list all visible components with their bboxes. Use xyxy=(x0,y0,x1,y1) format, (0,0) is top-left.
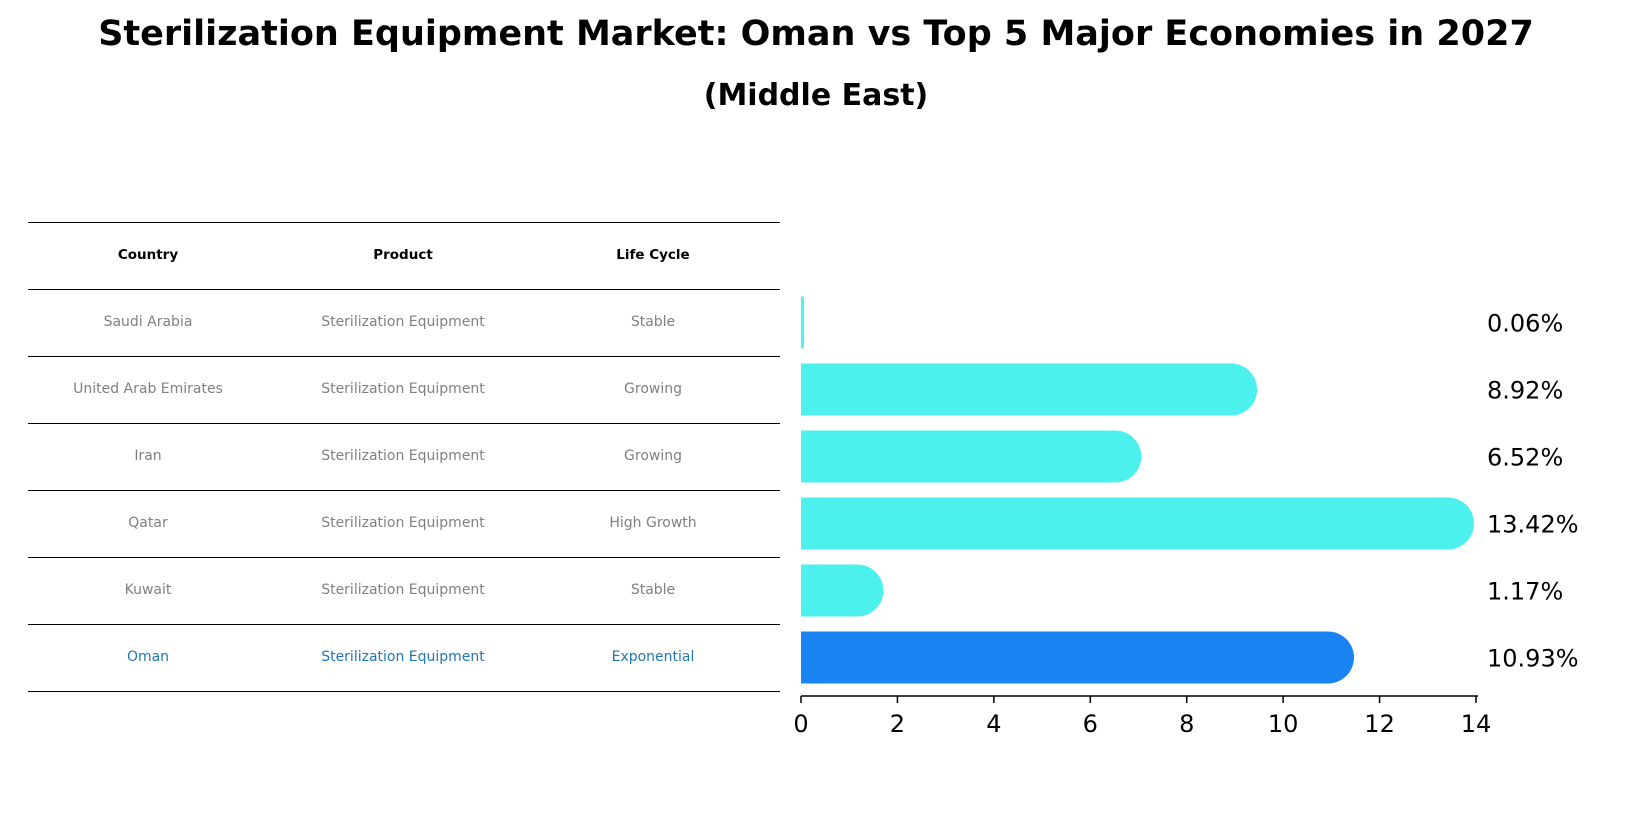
row-life-cycle-highlight: Exponential xyxy=(611,649,695,665)
row-country: Qatar xyxy=(128,515,168,531)
row-life-cycle: High Growth xyxy=(609,515,697,531)
table-rule xyxy=(28,356,780,357)
row-country-highlight: Oman xyxy=(126,649,170,665)
value-labels-group: 0.06% 8.92% 6.52% 13.42% 1.17% 10.93% xyxy=(1487,310,1579,673)
row-product: Sterilization Equipment xyxy=(321,314,485,330)
x-tick-label: 0 xyxy=(793,710,808,738)
row-product-highlight: Sterilization Equipment xyxy=(321,649,485,665)
bar-oman xyxy=(801,631,1354,684)
table-rule xyxy=(28,557,780,558)
value-label: 1.17% xyxy=(1487,578,1563,606)
row-life-cycle: Growing xyxy=(624,381,682,397)
x-axis: 0 2 4 6 8 10 12 14 xyxy=(793,695,1492,738)
row-country: United Arab Emirates xyxy=(73,381,223,397)
table-rule xyxy=(28,423,780,424)
value-label: 0.06% xyxy=(1487,310,1563,338)
header-country: Country xyxy=(117,247,179,263)
header-life-cycle: Life Cycle xyxy=(616,247,690,263)
row-life-cycle: Stable xyxy=(630,582,676,598)
row-country: Kuwait xyxy=(124,582,172,598)
x-tick-label: 2 xyxy=(890,710,905,738)
chart-subtitle: (Middle East) xyxy=(703,78,929,113)
value-label: 8.92% xyxy=(1487,377,1563,405)
table-rule xyxy=(28,691,780,692)
row-life-cycle: Growing xyxy=(624,448,682,464)
bars-group xyxy=(801,296,1475,684)
x-tick-label: 6 xyxy=(1083,710,1098,738)
x-tick-label: 12 xyxy=(1364,710,1395,738)
value-label: 10.93% xyxy=(1487,645,1579,673)
table-rule xyxy=(28,222,780,223)
chart-title: Sterilization Equipment Market: Oman vs … xyxy=(98,14,1534,54)
table-rule xyxy=(28,624,780,625)
row-product: Sterilization Equipment xyxy=(321,515,485,531)
x-tick-label: 4 xyxy=(986,710,1001,738)
bar-saudi-arabia xyxy=(801,296,804,349)
value-label: 6.52% xyxy=(1487,444,1563,472)
header-product: Product xyxy=(373,247,433,263)
bar-qatar xyxy=(801,497,1475,550)
bar-united-arab-emirates xyxy=(801,363,1258,416)
row-country: Saudi Arabia xyxy=(103,314,193,330)
table-rule xyxy=(28,289,780,290)
row-product: Sterilization Equipment xyxy=(321,582,485,598)
bar-kuwait xyxy=(801,564,884,617)
x-tick-label: 10 xyxy=(1268,710,1299,738)
row-country: Iran xyxy=(134,448,162,464)
row-life-cycle: Stable xyxy=(630,314,676,330)
row-product: Sterilization Equipment xyxy=(321,448,485,464)
bar-iran xyxy=(801,430,1142,483)
value-label: 13.42% xyxy=(1487,511,1579,539)
table-rule xyxy=(28,490,780,491)
x-tick-label: 8 xyxy=(1179,710,1194,738)
row-product: Sterilization Equipment xyxy=(321,381,485,397)
x-tick-label: 14 xyxy=(1461,710,1492,738)
